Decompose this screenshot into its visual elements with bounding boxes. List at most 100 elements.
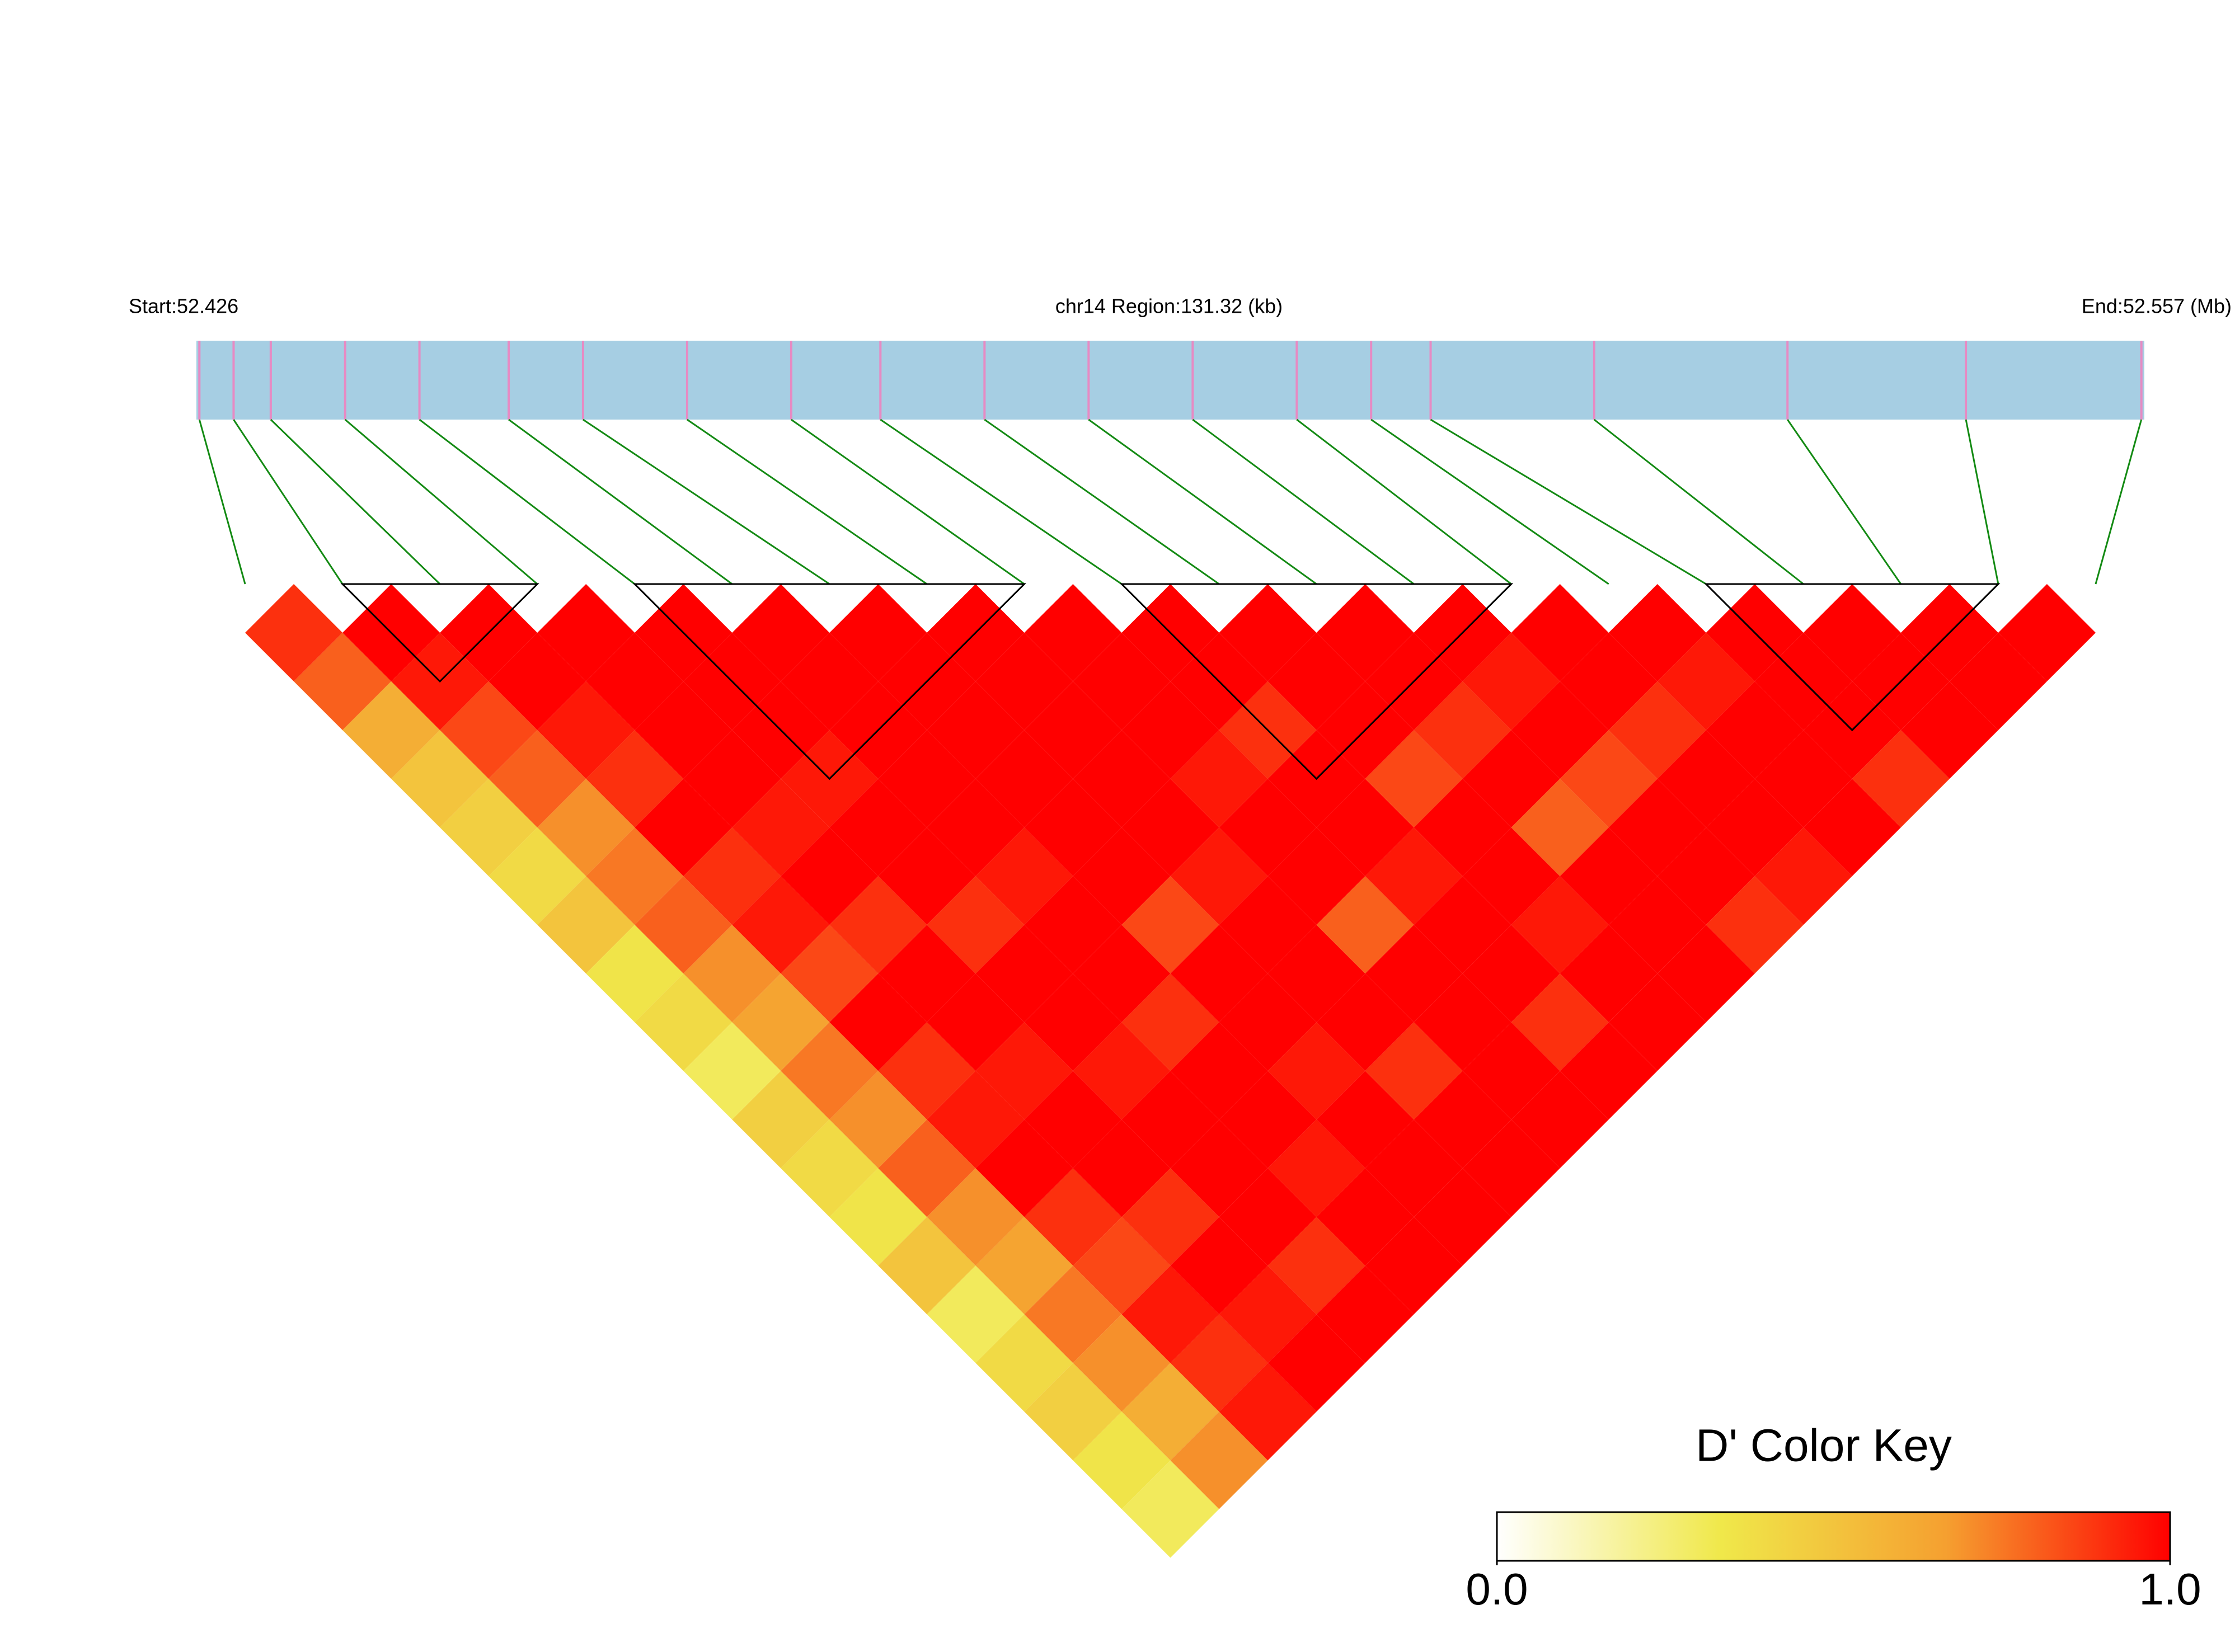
ld-cell	[829, 973, 927, 1071]
ld-cell	[1365, 730, 1463, 828]
snp-link	[2095, 419, 2143, 585]
snp-link	[984, 418, 1220, 585]
ld-cell	[537, 681, 635, 779]
ld-cell	[489, 730, 586, 828]
ld-cell	[1073, 1217, 1171, 1315]
ld-cell	[1511, 681, 1609, 779]
ld-cell	[1121, 1071, 1219, 1169]
ld-cell	[1706, 876, 1804, 974]
ld-cell	[1170, 1314, 1268, 1412]
ld-cell	[975, 730, 1073, 828]
ld-block	[340, 583, 539, 683]
ld-cell	[1462, 1119, 1560, 1217]
ld-cell	[1608, 779, 1706, 877]
ld-cell	[1170, 1119, 1268, 1217]
ld-cell	[1267, 1217, 1365, 1315]
ld-cell	[1073, 1119, 1171, 1217]
snp-link	[508, 418, 733, 585]
ld-cell	[1657, 633, 1755, 731]
ld-cell	[1073, 633, 1171, 731]
ld-cell	[1267, 1022, 1365, 1120]
ld-cell	[1414, 1168, 1511, 1266]
ld-cell	[586, 730, 684, 828]
ld-cell	[1949, 633, 2047, 731]
snp-track	[196, 341, 2144, 420]
ld-cell	[1852, 730, 1950, 828]
ld-cell	[1657, 925, 1755, 1023]
ld-cell	[1511, 584, 1609, 682]
colorkey-tick-label: 0.0	[1466, 1564, 1528, 1614]
ld-cell	[927, 1265, 1025, 1363]
ld-cell	[245, 584, 343, 682]
snp-link	[419, 418, 636, 585]
ld-cell	[1608, 973, 1706, 1071]
ld-cell	[878, 1217, 976, 1315]
ld-cell	[1365, 827, 1463, 925]
ld-cell	[1219, 1071, 1317, 1169]
ld-cell	[1316, 779, 1414, 877]
ld-cell	[1024, 681, 1122, 779]
ld-cell	[781, 827, 879, 925]
snp-link	[270, 418, 441, 585]
snp-link	[791, 418, 1025, 585]
ld-cell	[1657, 827, 1755, 925]
ld-cell	[683, 730, 781, 828]
ld-cell	[1219, 779, 1317, 877]
ld-cell	[1024, 1363, 1122, 1461]
snp-link	[1965, 419, 1999, 585]
ld-cell	[586, 925, 684, 1023]
ld-cell	[927, 1168, 1025, 1266]
ld-cell	[1560, 730, 1658, 828]
ld-cell	[1073, 1411, 1171, 1509]
ld-cell	[1414, 973, 1511, 1071]
ld-cell	[1754, 730, 1852, 828]
ld-cell	[537, 584, 635, 682]
ld-cell	[586, 827, 684, 925]
ld-cell	[1219, 1363, 1317, 1461]
ld-cell	[1267, 1119, 1365, 1217]
ld-cell	[927, 876, 1025, 974]
ld-cell	[391, 730, 489, 828]
ld-cell	[1170, 730, 1268, 828]
ld-cell	[1462, 827, 1560, 925]
ld-cell	[1803, 584, 1901, 682]
snp-link	[344, 418, 538, 585]
ld-cell	[1267, 633, 1365, 731]
ld-block	[632, 583, 1027, 780]
end-label: End:52.557 (Mb)	[2082, 295, 2232, 318]
ld-cell	[1024, 584, 1122, 682]
ld-cell	[1219, 973, 1317, 1071]
ld-cell	[440, 779, 538, 877]
ld-cell	[1511, 779, 1609, 877]
ld-cell	[1121, 1460, 1219, 1558]
ld-cell	[1121, 973, 1219, 1071]
ld-cell	[537, 876, 635, 974]
snp-link	[1430, 418, 1707, 585]
snp-link	[1296, 418, 1512, 585]
snp-link	[687, 418, 928, 585]
ld-cell	[1316, 1071, 1414, 1169]
ld-cell	[683, 827, 781, 925]
ld-cell	[829, 876, 927, 974]
ld-cell	[1073, 1314, 1171, 1412]
ld-cell	[1414, 1071, 1511, 1169]
ld-cell	[732, 584, 830, 682]
ld-cell	[1414, 876, 1511, 974]
snp-link	[1088, 418, 1317, 585]
ld-cell	[586, 633, 684, 731]
ld-cell	[829, 584, 927, 682]
ld-cell	[1462, 1022, 1560, 1120]
ld-cell	[1462, 730, 1560, 828]
snp-link	[1370, 418, 1609, 585]
ld-cell	[1267, 1314, 1365, 1412]
ld-cell	[1073, 827, 1171, 925]
ld-cell	[927, 1071, 1025, 1169]
ld-cell	[1511, 1071, 1609, 1169]
ld-cell	[1267, 827, 1365, 925]
ld-block	[1119, 583, 1514, 780]
ld-cell	[927, 681, 1025, 779]
ld-cell	[927, 973, 1025, 1071]
snp-link	[880, 418, 1123, 585]
ld-cell	[732, 779, 830, 877]
